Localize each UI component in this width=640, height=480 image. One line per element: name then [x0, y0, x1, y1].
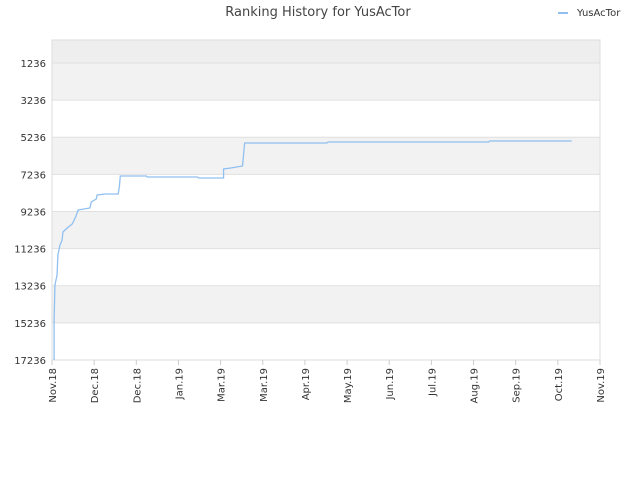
x-tick-label: Jul.19: [427, 368, 438, 397]
y-tick-label: 5236: [21, 133, 46, 144]
x-tick-label: Jan.19: [174, 368, 185, 400]
band: [52, 62, 600, 101]
y-tick-label: 15236: [14, 319, 46, 330]
x-tick-label: Dec.18: [132, 368, 143, 403]
y-tick-label: 17236: [14, 356, 46, 367]
x-tick-label: Jun.19: [385, 368, 396, 401]
x-tick-label: Oct.19: [554, 368, 565, 401]
x-tick-label: Dec.18: [90, 368, 101, 403]
x-tick-label: Sep.19: [512, 368, 523, 403]
band: [52, 174, 600, 212]
x-tick-label: Apr.19: [301, 368, 312, 400]
y-tick-label: 3236: [21, 96, 46, 107]
legend-label: YusAcTor: [576, 8, 621, 19]
y-tick-label: 1236: [21, 59, 46, 70]
y-tick-label: 13236: [14, 282, 46, 293]
y-tick-label: 9236: [21, 207, 46, 218]
band: [52, 285, 600, 323]
plot-border: [51, 39, 601, 361]
x-tick-label: Nov.19: [596, 368, 607, 403]
band: [52, 211, 600, 249]
x-tick-label: Aug.19: [470, 368, 481, 403]
y-tick-label: 7236: [21, 170, 46, 181]
band: [52, 40, 600, 63]
y-tick-label: 11236: [14, 245, 46, 256]
band: [52, 100, 600, 138]
x-tick-label: May.19: [343, 368, 354, 403]
plot-background: [52, 40, 600, 360]
series-line: [53, 140, 572, 360]
band: [52, 322, 600, 360]
band: [52, 248, 600, 286]
chart-title: Ranking History for YusAcTor: [225, 5, 411, 20]
x-tick-label: Mar.19: [259, 368, 270, 402]
x-tick-label: Mar.19: [217, 368, 228, 402]
x-tick-label: Nov.18: [48, 368, 59, 403]
